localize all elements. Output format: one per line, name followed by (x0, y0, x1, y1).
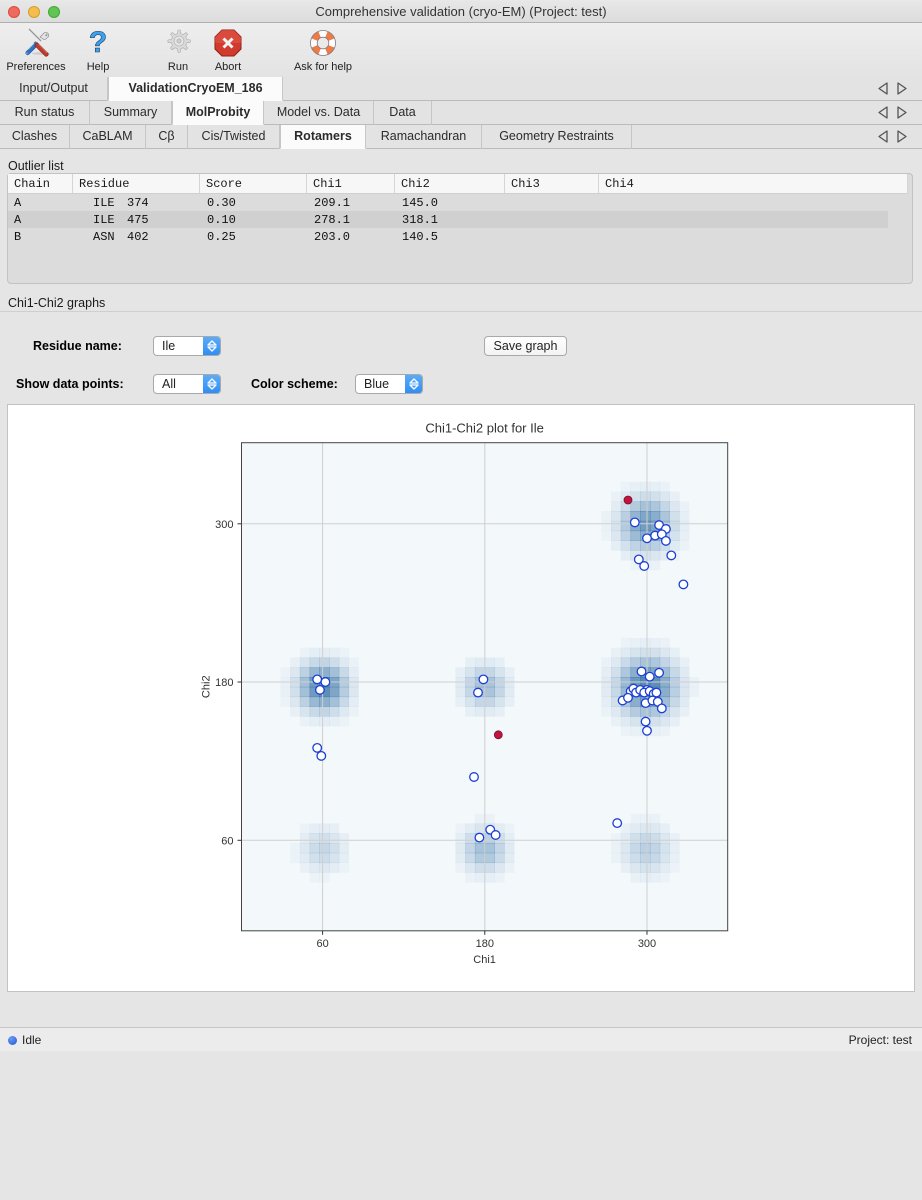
svg-text:Chi2: Chi2 (201, 675, 213, 698)
svg-text:180: 180 (476, 938, 494, 950)
svg-text:?: ? (89, 29, 107, 57)
svg-text:Chi1: Chi1 (473, 954, 496, 966)
svg-text:180: 180 (215, 677, 233, 689)
svg-text:60: 60 (316, 938, 328, 950)
svg-text:60: 60 (221, 835, 233, 847)
svg-text:Chi1-Chi2 plot for Ile: Chi1-Chi2 plot for Ile (425, 421, 544, 436)
svg-text:300: 300 (638, 938, 656, 950)
svg-text:300: 300 (215, 519, 233, 531)
